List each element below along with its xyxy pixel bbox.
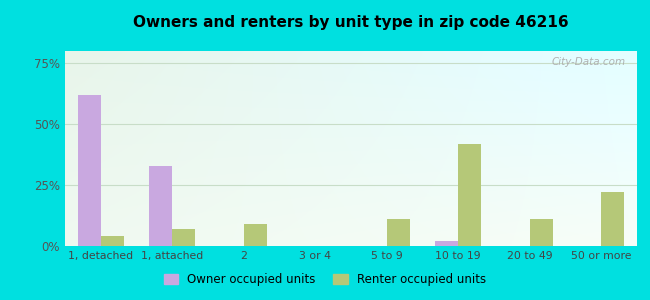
Text: City-Data.com: City-Data.com [551,57,625,67]
Bar [244,224,266,246]
Bar [601,192,624,246]
Bar [101,236,124,246]
Bar [78,95,101,246]
Bar [150,166,172,246]
Bar [436,241,458,246]
Bar [387,219,410,246]
Bar [172,229,195,246]
Bar [458,144,481,246]
Title: Owners and renters by unit type in zip code 46216: Owners and renters by unit type in zip c… [133,15,569,30]
Legend: Owner occupied units, Renter occupied units: Owner occupied units, Renter occupied un… [159,269,491,291]
Bar [530,219,552,246]
